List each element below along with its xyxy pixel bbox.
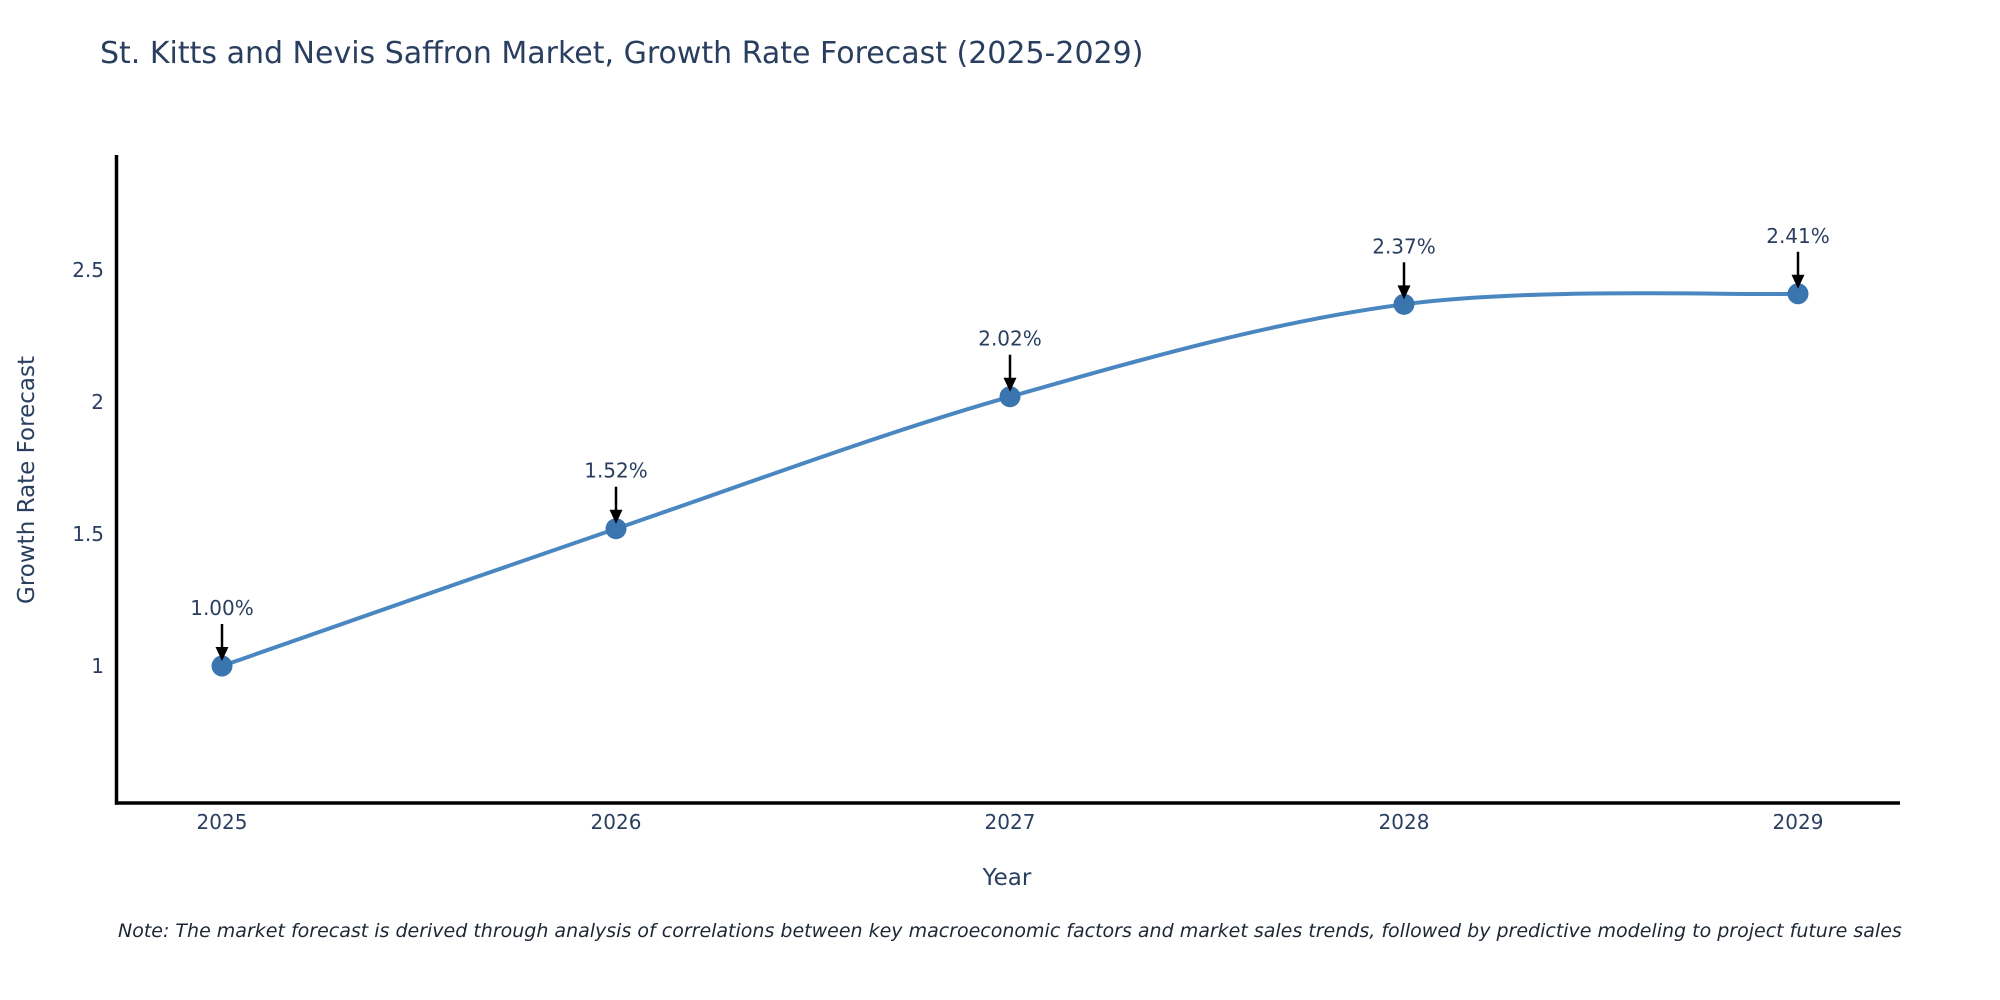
x-tick-label: 2027 — [985, 810, 1036, 834]
y-tick-label: 2.5 — [72, 258, 104, 282]
y-tick-label: 2 — [91, 390, 104, 414]
x-tick-label: 2029 — [1773, 810, 1824, 834]
x-tick-label: 2026 — [591, 810, 642, 834]
y-tick-label: 1.5 — [72, 522, 104, 546]
point-label: 2.02% — [978, 327, 1042, 351]
x-tick-label: 2025 — [197, 810, 248, 834]
point-label: 1.00% — [190, 596, 254, 620]
annotation-arrow-head — [1397, 285, 1411, 300]
x-tick-label: 2028 — [1379, 810, 1430, 834]
data-point-marker[interactable] — [999, 386, 1021, 408]
point-label: 2.41% — [1766, 224, 1830, 248]
chart-title: St. Kitts and Nevis Saffron Market, Grow… — [100, 36, 1144, 71]
data-point-marker[interactable] — [605, 518, 627, 540]
data-point-marker[interactable] — [1393, 293, 1415, 315]
data-point-marker[interactable] — [211, 655, 233, 677]
point-label: 2.37% — [1372, 234, 1436, 258]
y-tick-label: 1 — [91, 654, 104, 678]
x-axis-title: Year — [982, 865, 1032, 891]
annotation-arrow-head — [1003, 377, 1017, 392]
footnote: Note: The market forecast is derived thr… — [118, 920, 1902, 942]
annotation-arrow-head — [609, 509, 623, 524]
annotation-arrow-head — [1791, 274, 1805, 289]
point-label: 1.52% — [584, 459, 648, 483]
data-point-marker[interactable] — [1787, 283, 1809, 305]
annotation-arrow-head — [215, 647, 229, 661]
